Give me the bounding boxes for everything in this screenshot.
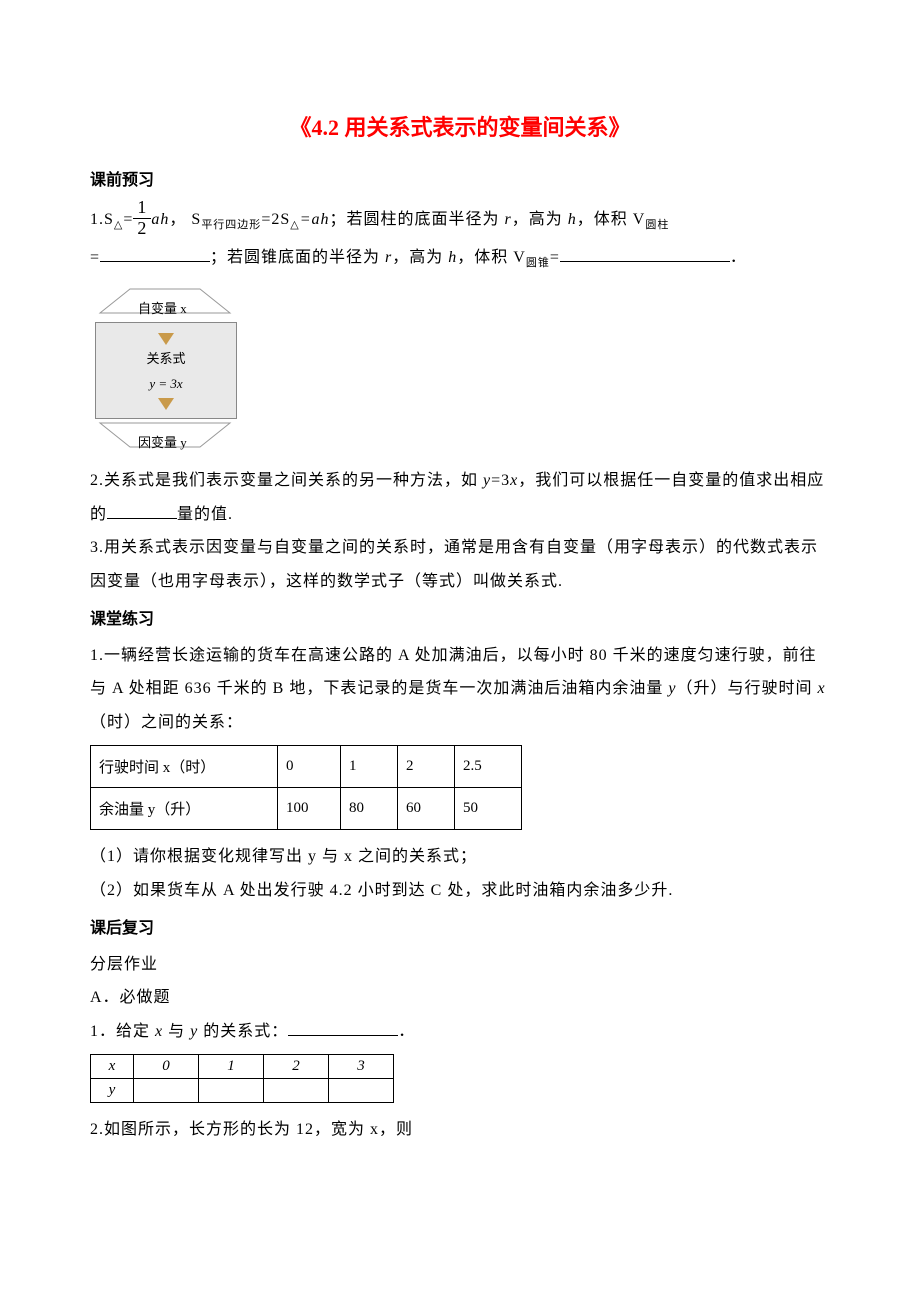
table-row: 行驶时间 x（时） 0 1 2 2.5: [91, 746, 522, 788]
q1-tri-sub: △: [114, 219, 123, 231]
t2-x1: 1: [199, 1055, 264, 1079]
frac-num: 1: [133, 198, 151, 219]
q1-prefix: 1.S: [90, 211, 114, 228]
q1-line2b: ；若圆锥底面的半径为: [210, 249, 385, 266]
q1-line2e: =: [550, 249, 560, 266]
q2-a: 2.关系式是我们表示变量之间关系的另一种方法，如: [90, 472, 483, 489]
t2-y0: [134, 1079, 199, 1103]
q1-text1: ；若圆柱的底面半径为: [330, 211, 505, 228]
inclass-heading: 课堂练习: [90, 605, 830, 629]
must-heading: A．必做题: [90, 981, 830, 1015]
q1-line2a: =: [90, 249, 100, 266]
diagram-mid-label1: 关系式: [96, 347, 236, 372]
blank-4: [288, 1019, 398, 1036]
table-row: 余油量 y（升） 100 80 60 50: [91, 788, 522, 830]
q2-eq: =3: [491, 472, 510, 489]
q1-h: h: [568, 211, 577, 228]
blank-2: [560, 245, 730, 262]
q1-eq1: =: [123, 211, 133, 228]
q1-line2f: ．: [730, 249, 747, 266]
fraction-half: 12: [133, 198, 151, 239]
t2-x-label: x: [91, 1055, 134, 1079]
t2-y3: [329, 1079, 394, 1103]
q1-text3: ，体积 V: [577, 211, 646, 228]
t2-y-label: y: [91, 1079, 134, 1103]
q1-r: r: [505, 211, 512, 228]
page-title: 《4.2 用关系式表示的变量间关系》: [90, 110, 830, 142]
q1-h2: h: [448, 249, 457, 266]
q2-c: 量的值.: [177, 506, 233, 523]
t2-x0: 0: [134, 1055, 199, 1079]
hw1-d: ．: [398, 1023, 415, 1040]
hw1-b: 与: [163, 1023, 190, 1040]
question-1: 1.S△=12ah， S平行四边形=2S△=ah；若圆柱的底面半径为 r，高为 …: [90, 200, 830, 275]
arrow-down-2-icon: [158, 398, 174, 410]
hw1-c: 的关系式：: [198, 1023, 288, 1040]
diagram-mid-label2: y = 3x: [96, 372, 236, 397]
q1-line2c: ，高为: [392, 249, 448, 266]
relation-diagram: 自变量 x 关系式 y = 3x 因变量 y: [90, 285, 240, 456]
arrow-down-1-icon: [158, 333, 174, 345]
table-row: y: [91, 1079, 394, 1103]
q1-tri-sub2: △: [290, 219, 299, 231]
problem-1-sub2: （2）如果货车从 A 处出发行驶 4.2 小时到达 C 处，求此时油箱内余油多少…: [90, 874, 830, 908]
homework-1: 1．给定 x 与 y 的关系式：．: [90, 1015, 830, 1049]
q2-y: y: [483, 472, 491, 489]
question-3: 3.用关系式表示因变量与自变量之间的关系时，通常是用含有自变量（用字母表示）的代…: [90, 531, 830, 598]
q1-cone-sub: 圆锥: [526, 257, 550, 269]
t1-v0: 100: [278, 788, 341, 830]
t1-r1-label: 行驶时间 x（时）: [91, 746, 278, 788]
t2-y2: [264, 1079, 329, 1103]
q1-text2: ，高为: [512, 211, 568, 228]
q1-cyl-sub: 圆柱: [645, 219, 669, 231]
t1-c0: 0: [278, 746, 341, 788]
q1-para-sub: 平行四边形: [201, 219, 261, 231]
blank-1: [100, 245, 210, 262]
blank-3: [107, 502, 177, 519]
t2-x3: 3: [329, 1055, 394, 1079]
q1-line2d: ，体积 V: [457, 249, 526, 266]
p1-c: （时）之间的关系：: [90, 714, 243, 731]
question-2: 2.关系式是我们表示变量之间关系的另一种方法，如 y=3x，我们可以根据任一自变…: [90, 464, 830, 531]
problem-1: 1.一辆经营长途运输的货车在高速公路的 A 处加满油后，以每小时 80 千米的速…: [90, 639, 830, 740]
q1-eq2: =2S: [261, 211, 290, 228]
problem-1-sub1: （1）请你根据变化规律写出 y 与 x 之间的关系式；: [90, 840, 830, 874]
homework-2: 2.如图所示，长方形的长为 12，宽为 x，则: [90, 1113, 830, 1147]
table-row: x 0 1 2 3: [91, 1055, 394, 1079]
oil-table: 行驶时间 x（时） 0 1 2 2.5 余油量 y（升） 100 80 60 5…: [90, 745, 522, 830]
t2-x2: 2: [264, 1055, 329, 1079]
t1-c2: 2: [398, 746, 455, 788]
t1-c1: 1: [341, 746, 398, 788]
t1-v3: 50: [455, 788, 522, 830]
q1-ah: ah: [151, 211, 169, 228]
diagram-top-label: 自变量 x: [138, 298, 187, 317]
t1-v2: 60: [398, 788, 455, 830]
hw1-a: 1．给定: [90, 1023, 155, 1040]
q1-comma1: ， S: [169, 211, 201, 228]
xy-table: x 0 1 2 3 y: [90, 1054, 394, 1103]
q1-eq3: =ah: [300, 211, 330, 228]
t1-r2-label: 余油量 y（升）: [91, 788, 278, 830]
t1-v1: 80: [341, 788, 398, 830]
diagram-bottom-label: 因变量 y: [138, 432, 187, 451]
diagram-mid-box: 关系式 y = 3x: [95, 322, 237, 419]
p1-x: x: [817, 680, 825, 697]
frac-den: 2: [133, 219, 151, 239]
p1-b: （升）与行驶时间: [676, 680, 817, 697]
layered-heading: 分层作业: [90, 948, 830, 982]
t1-c3: 2.5: [455, 746, 522, 788]
t2-y1: [199, 1079, 264, 1103]
afterclass-heading: 课后复习: [90, 914, 830, 938]
hw1-x: x: [155, 1023, 163, 1040]
preclass-heading: 课前预习: [90, 166, 830, 190]
